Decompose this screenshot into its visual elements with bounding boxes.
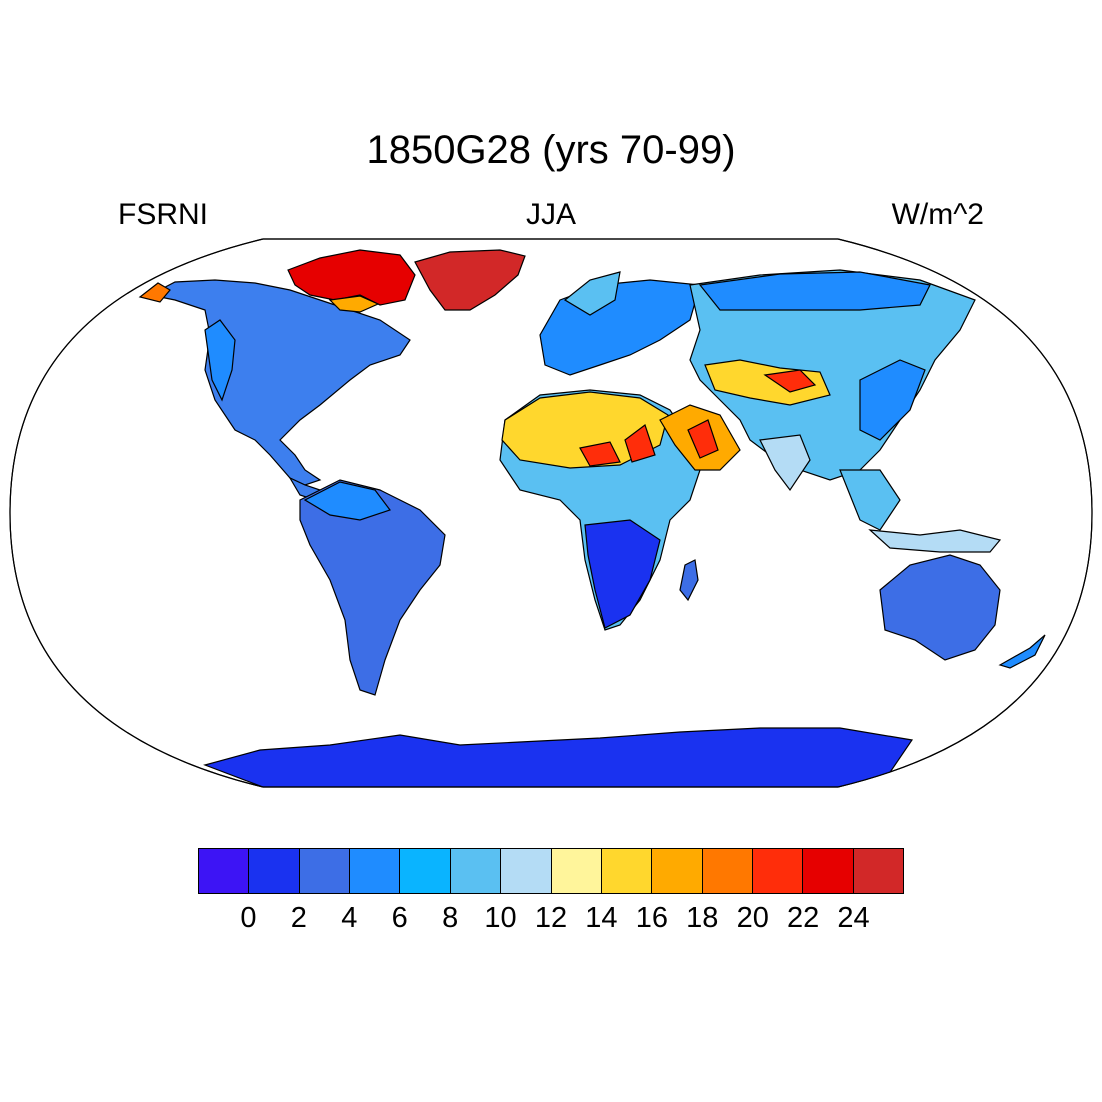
colorbar-tick-label: 2: [290, 902, 307, 934]
colorbar-swatch: [752, 849, 804, 893]
madagascar: [679, 559, 699, 602]
new-zealand: [998, 634, 1046, 669]
variable-label: FSRNI: [118, 198, 208, 231]
south-america-north: [303, 481, 391, 521]
south-america: [299, 479, 446, 696]
colorbar-tick-label: 20: [736, 902, 769, 934]
colorbar-swatch: [551, 849, 602, 893]
australia: [879, 554, 1001, 661]
colorbar-swatch: [501, 849, 552, 893]
arabia-hot: [687, 419, 719, 459]
colorbar-swatch: [249, 849, 300, 893]
colorbar-tick-label: 14: [585, 902, 618, 934]
colorbar: [198, 848, 904, 894]
colorbar-tick-label: 4: [341, 902, 358, 934]
colorbar-tick-label: 22: [787, 902, 820, 934]
colorbar-swatch: [199, 849, 250, 893]
colorbar-tick-label: 24: [837, 902, 870, 934]
season-label: JJA: [525, 198, 576, 231]
colorbar-swatch: [652, 849, 703, 893]
plot-title: 1850G28 (yrs 70-99): [366, 128, 736, 172]
arctic-canada: [287, 249, 416, 306]
colorbar-tick-label: 18: [686, 902, 719, 934]
colorbar-tick-label: 6: [391, 902, 408, 934]
colorbar-swatch: [450, 849, 502, 893]
colorbar-swatch: [400, 849, 451, 893]
colorbar-tick-label: 10: [484, 902, 517, 934]
colorbar-swatch: [299, 849, 351, 893]
units-label: W/m^2: [891, 198, 984, 231]
east-asia: [859, 359, 926, 441]
alaska-hot: [138, 282, 171, 303]
sahara: [501, 391, 669, 469]
india: [759, 434, 811, 492]
colorbar-swatch: [350, 849, 401, 893]
colorbar-tick-label: 12: [534, 902, 568, 934]
colorbar-swatch: [853, 849, 904, 893]
colorbar-tick-label: 8: [442, 902, 459, 934]
colorbar-swatch: [803, 849, 854, 893]
sahara-hot-1: [579, 441, 621, 467]
colorbar-labels: 0 2 4 6 8 10 12 14 16 18 20 22 24: [198, 902, 904, 942]
arctic-canada-edge: [328, 295, 380, 313]
southeast-asia: [839, 469, 901, 531]
southern-africa: [584, 519, 661, 629]
indonesia: [868, 529, 1002, 553]
gobi-hot: [763, 369, 817, 393]
sahara-hot-2: [624, 424, 656, 463]
siberia: [698, 271, 931, 311]
greenland: [414, 249, 526, 311]
scandinavia: [563, 271, 621, 316]
colorbar-swatch: [601, 849, 653, 893]
north-america-west: [204, 319, 236, 402]
colorbar-swatch: [702, 849, 753, 893]
colorbar-tick-label: 16: [635, 902, 668, 934]
colorbar-tick-label: 0: [240, 902, 257, 934]
map-outline: [9, 238, 1093, 788]
